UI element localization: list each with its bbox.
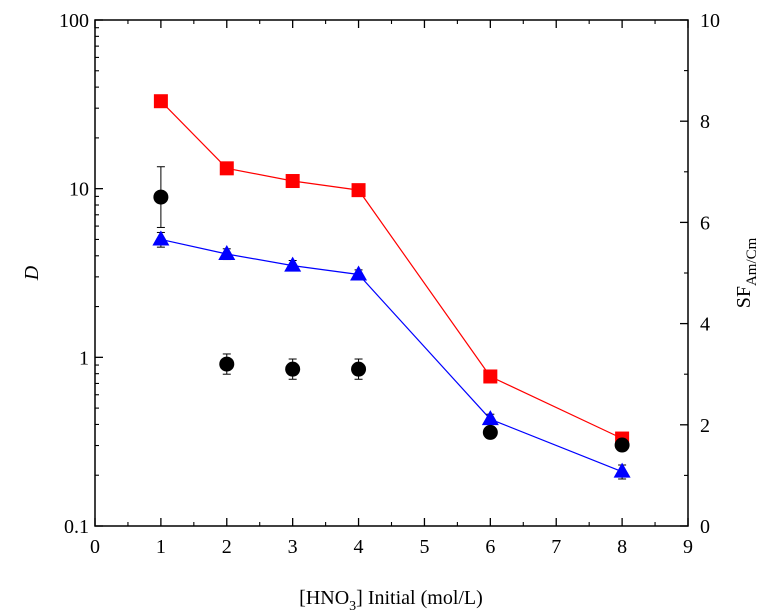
data-point-circle xyxy=(351,361,367,377)
y2-tick-label: 10 xyxy=(700,10,720,32)
y-tick-label: 100 xyxy=(59,10,89,32)
x-tick-label: 2 xyxy=(222,536,232,558)
y-axis-label: D xyxy=(21,265,43,281)
data-point-triangle xyxy=(152,230,170,246)
data-point-square xyxy=(351,183,366,198)
series-circle xyxy=(153,166,630,453)
x-tick-label: 1 xyxy=(156,536,166,558)
x-tick-label: 4 xyxy=(354,536,364,558)
y-tick-label: 10 xyxy=(69,179,89,201)
data-point-square xyxy=(483,369,498,384)
data-point-circle xyxy=(153,189,169,205)
axis-ticks xyxy=(94,19,689,527)
x-tick-label: 6 xyxy=(485,536,495,558)
series-line xyxy=(160,238,623,473)
y-tick-label: 1 xyxy=(79,347,89,369)
x-axis-label: [HNO3] Initial (mol/L) xyxy=(299,587,483,613)
data-point-triangle xyxy=(284,256,302,272)
x-tick-label: 8 xyxy=(617,536,627,558)
data-point-triangle xyxy=(481,410,499,426)
y2-tick-label: 8 xyxy=(700,111,710,133)
data-point-square xyxy=(285,174,300,189)
y2-tick-label: 4 xyxy=(700,314,710,336)
x-tick-label: 7 xyxy=(551,536,561,558)
data-point-triangle xyxy=(613,462,631,478)
x-tick-label: 9 xyxy=(683,536,693,558)
y-tick-label: 0.1 xyxy=(64,516,89,538)
series-triangle xyxy=(152,230,631,480)
y2-axis-label: SFAm/Cm xyxy=(733,237,760,308)
data-point-square xyxy=(219,161,234,176)
x-tick-label: 0 xyxy=(90,536,100,558)
x-tick-label: 3 xyxy=(288,536,298,558)
data-point-circle xyxy=(482,424,498,440)
y2-tick-label: 6 xyxy=(700,212,710,234)
data-point-circle xyxy=(614,437,630,453)
x-tick-label: 5 xyxy=(419,536,429,558)
series-line xyxy=(160,100,623,440)
plot-frame xyxy=(94,19,689,527)
data-point-triangle xyxy=(350,265,368,281)
axis-tick-labels: 0 1 2 3 4 5 6 7 8 9 0.1 1 10 100 0 2 4 6 8 10 xyxy=(59,10,720,558)
data-point-circle xyxy=(285,361,301,377)
data-point-circle xyxy=(219,356,235,372)
series-square xyxy=(153,94,630,446)
data-point-square xyxy=(153,94,168,109)
y2-tick-label: 0 xyxy=(700,516,710,538)
y2-tick-label: 2 xyxy=(700,415,710,437)
series-layer xyxy=(152,94,631,480)
data-point-triangle xyxy=(218,244,236,260)
